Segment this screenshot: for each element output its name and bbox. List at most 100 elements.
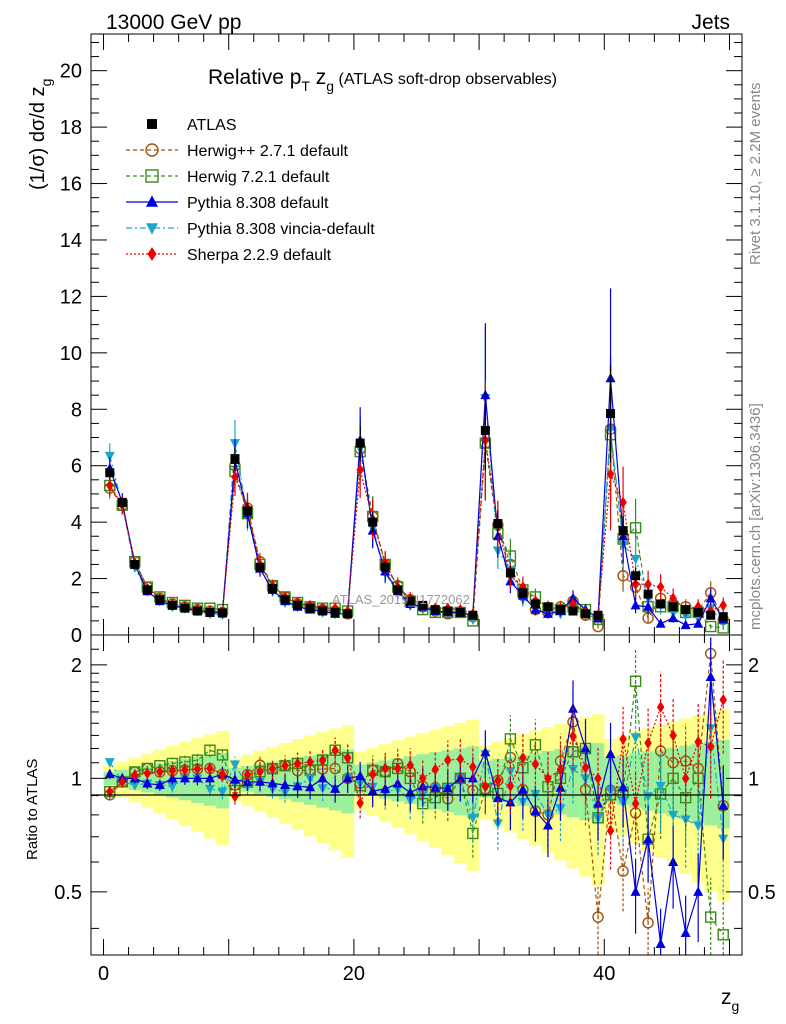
pythia-8-308-default-ratio-point [705,671,716,681]
pythia-8-308-vincia-default-ratio-point [167,782,178,792]
pythia-8-308-default-ratio-point [530,805,541,816]
pythia-8-308-default-ratio-point [342,772,353,783]
sherpa-2-2-9-default-ratio-point [706,740,715,753]
atlas-point [418,600,428,610]
sherpa-2-2-9-default-point [619,496,627,509]
x-tick-label: 20 [343,963,365,985]
legend-label-pythia-8-308-default: Pythia 8.308 default [187,195,329,212]
pythia-8-308-default-ratio-point [442,782,453,793]
atlas-point [368,517,378,527]
header-right: Jets [691,11,730,34]
pythia-8-308-default-point [668,612,679,623]
atlas-point [230,454,240,464]
pythia-8-308-default-ratio-point [104,768,115,779]
sherpa-2-2-9-default-ratio-point [243,768,252,781]
sherpa-2-2-9-default-ratio-point [318,754,327,766]
chart-title: Relative pT zg (ATLAS soft-drop observab… [208,66,557,94]
atlas-point [568,606,578,616]
sherpa-2-2-9-default-ratio-point [231,790,239,803]
pythia-8-308-default-ratio-point [718,800,729,810]
axis-ticks [91,34,742,955]
sherpa-2-2-9-default-ratio-point [168,764,177,777]
y-tick-label: 10 [60,343,82,365]
pythia-8-308-default-ratio-point [280,779,291,790]
pythia-8-308-default-ratio-point [380,783,391,793]
pythia-8-308-default-ratio-point [392,778,403,788]
atlas-point [631,571,641,581]
atlas-point [443,606,453,616]
atlas-point [430,605,440,615]
sherpa-2-2-9-default-ratio-point [181,764,189,776]
pythia-8-308-default-ratio-point [330,783,341,793]
pythia-8-308-default-ratio-point [267,777,278,788]
pythia-8-308-default-ratio-point [467,772,478,783]
sherpa-2-2-9-default-ratio-point [193,763,202,775]
pythia-8-308-default-ratio-point [517,784,528,794]
sherpa-2-2-9-default-ratio-point [681,772,690,785]
ratio-y-axis-label: Ratio to ATLAS [24,759,41,860]
atlas-point [293,600,303,610]
y-tick-label: 18 [60,117,82,139]
sherpa-2-2-9-default-ratio-point [569,730,577,742]
pythia-8-308-vincia-default-ratio-point [204,784,215,795]
sherpa-2-2-9-default-ratio-point [494,774,502,787]
y-tick-label: 20 [60,61,82,83]
herwig-7-2-1-default-ratio-point [216,749,229,761]
pythia-8-308-default-ratio-point [430,782,441,792]
atlas-point [643,589,653,599]
herwig-2-7-1-default-ratio-point [592,911,604,923]
legend-label-sherpa-2-2-9-default: Sherpa 2.2.9 default [187,247,332,264]
herwig-2-7-1-default-point [617,570,629,582]
atlas-point [167,600,177,610]
pythia-8-308-default-ratio-point [618,781,629,792]
herwig-7-2-1-default-ratio-point [717,929,729,941]
legend-label-pythia-8-308-vincia-default: Pythia 8.308 vincia-default [187,221,375,238]
herwig-7-2-1-default-ratio-point [705,911,717,923]
pythia-8-308-default-point [542,608,553,618]
herwig-7-2-1-default-ratio-line [109,681,724,936]
atlas-point [330,607,340,617]
legend-label-herwig-7-2-1-default: Herwig 7.2.1 default [187,169,330,186]
ratio-tick-label: 1 [71,768,82,790]
atlas-point [493,519,503,529]
sherpa-2-2-9-default-point [106,479,114,492]
atlas-point [217,608,227,618]
legend-marker-pythia-8-308-default [146,195,158,207]
atlas-point [718,612,728,622]
pythia-8-308-default-point [643,601,654,611]
herwig-7-2-1-default-point [705,620,717,633]
sherpa-2-2-9-default-ratio-point [619,733,627,745]
y-tick-label: 2 [71,569,82,591]
legend-marker-sherpa-2-2-9-default [147,247,157,261]
y-tick-label: 0 [71,625,82,647]
x-tick-label: 40 [593,963,615,985]
sherpa-2-2-9-default-ratio-point [419,772,427,785]
pythia-8-308-default-ratio-point [542,819,553,830]
atlas-point [255,562,265,572]
sherpa-2-2-9-default-ratio-point [356,797,364,809]
sherpa-2-2-9-default-ratio-point [368,768,377,781]
atlas-point [192,606,202,616]
pythia-8-308-vincia-default-ratio-point [229,760,240,771]
y-tick-label: 6 [71,456,82,478]
sherpa-2-2-9-default-ratio-point [669,729,677,742]
herwig-7-2-1-default-ratio-point [529,739,542,751]
atlas-point [355,438,365,448]
herwig-7-2-1-default-ratio-point [667,772,679,785]
pythia-8-308-default-ratio-point [492,792,503,803]
sherpa-2-2-9-default-ratio-point [268,762,277,775]
pythia-8-308-default-ratio-point [405,787,416,797]
legend-label-herwig-2-7-1-default: Herwig++ 2.7.1 default [187,143,349,160]
pythia-8-308-default-point [705,592,716,603]
pythia-8-308-vincia-default-ratio-point [104,758,115,768]
legend: ATLAS Herwig++ 2.7.1 default Herwig 7.2.1 … [126,117,375,264]
side-text-top: Rivet 3.1.10, ≥ 2.2M events [747,83,764,266]
ratio-tick-label-right: 2 [748,655,759,677]
sherpa-2-2-9-default-ratio-point [218,768,227,780]
legend-marker-herwig-7-2-1-default [145,169,159,183]
pythia-8-308-vincia-default-ratio-point [668,810,679,821]
atlas-point [681,605,691,615]
atlas-point [555,605,565,615]
pythia-8-308-default-ratio-point [292,780,303,791]
